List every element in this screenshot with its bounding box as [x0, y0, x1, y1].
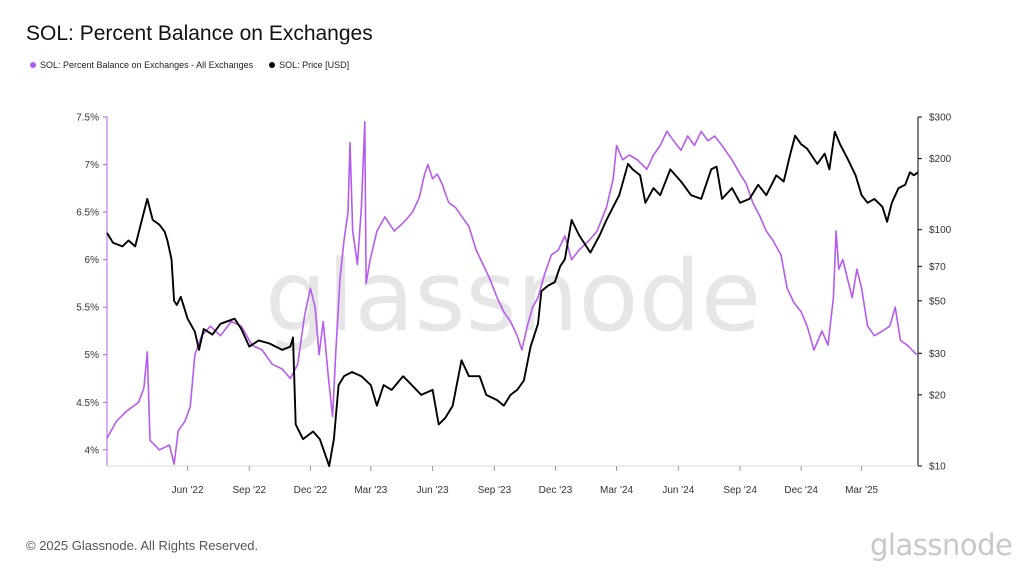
- copyright-footer: © 2025 Glassnode. All Rights Reserved.: [26, 538, 259, 553]
- x-tick-label: Sep '24: [723, 485, 757, 496]
- y-right-tick-label: $50: [929, 296, 946, 307]
- y-right-tick-label: $70: [929, 262, 946, 273]
- legend-item-balance[interactable]: SOL: Percent Balance on Exchanges - All …: [30, 60, 253, 70]
- x-tick-label: Jun '23: [417, 485, 449, 496]
- chart-series: [106, 121, 919, 467]
- y-right-tick-label: $200: [929, 154, 952, 165]
- chart-watermark: glassnode: [265, 240, 761, 354]
- y-left-tick-label: 7.5%: [76, 113, 99, 124]
- x-tick-label: Dec '23: [539, 485, 573, 496]
- y-right-tick-label: $20: [929, 390, 946, 401]
- x-tick-label: Sep '22: [233, 485, 267, 496]
- y-right-tick-label: $30: [929, 349, 946, 360]
- x-tick-label: Mar '23: [354, 485, 387, 496]
- chart-legend: SOL: Percent Balance on Exchanges - All …: [30, 60, 349, 70]
- x-tick-label: Dec '24: [784, 485, 818, 496]
- legend-label-price: SOL: Price [USD]: [279, 60, 350, 70]
- legend-item-price[interactable]: SOL: Price [USD]: [269, 60, 349, 70]
- x-tick-label: Sep '23: [478, 485, 512, 496]
- y-left-tick-label: 6%: [85, 255, 100, 266]
- series-line-price: [106, 130, 919, 467]
- y-right-tick-label: $300: [929, 113, 952, 124]
- series-line-balance: [106, 121, 918, 465]
- glassnode-logo[interactable]: glassnode: [870, 528, 1013, 562]
- y-right-tick-label: $100: [929, 225, 952, 236]
- x-tick-label: Mar '25: [845, 485, 878, 496]
- y-left-tick-label: 7%: [85, 160, 100, 171]
- y-left-tick-label: 4%: [85, 445, 100, 456]
- y-left-tick-label: 5.5%: [76, 303, 99, 314]
- y-right-tick-label: $10: [929, 462, 946, 473]
- x-tick-label: Jun '22: [172, 485, 204, 496]
- chart-title: SOL: Percent Balance on Exchanges: [26, 22, 373, 45]
- y-left-tick-label: 5%: [85, 350, 100, 361]
- legend-label-balance: SOL: Percent Balance on Exchanges - All …: [40, 60, 254, 70]
- legend-swatch-balance: [30, 62, 36, 68]
- legend-swatch-price: [269, 62, 276, 68]
- y-left-tick-label: 4.5%: [76, 398, 99, 409]
- chart-axes: 4% 4.5% 5% 5.5% 6% 6.5% 7% 7.5% $10 $20 $30 $50 $70 $…: [76, 113, 951, 497]
- x-tick-label: Jun '24: [662, 485, 694, 496]
- x-tick-label: Dec '22: [294, 485, 328, 496]
- y-left-tick-label: 6.5%: [76, 208, 99, 219]
- x-tick-label: Mar '24: [600, 485, 633, 496]
